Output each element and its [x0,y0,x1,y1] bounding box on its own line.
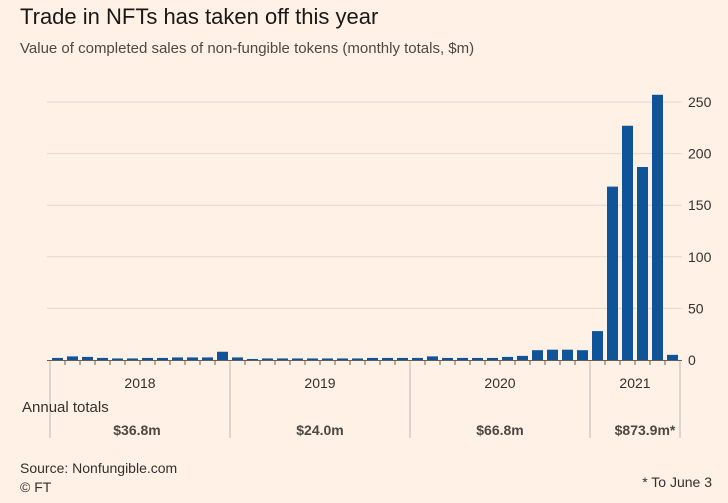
bar-20 [352,358,363,360]
bar-6 [142,357,153,360]
bar-1 [67,356,78,360]
y-tick-label-0: 0 [688,352,696,368]
bar-38 [622,125,633,361]
bar-15 [277,358,288,360]
chart-title: Trade in NFTs has taken off this year [20,4,379,29]
bar-2 [82,356,93,360]
bar-39 [637,167,648,360]
bar-23 [397,357,408,360]
y-tick-label-50: 50 [688,300,704,316]
bar-10 [202,357,213,360]
bar-28 [472,357,483,360]
bar-34 [562,349,573,360]
bar-37 [607,186,618,360]
year-label-2021: 2021 [619,375,650,391]
bar-25 [427,356,438,360]
bar-36 [592,331,603,360]
ft-credit: © FT [20,479,52,495]
bar-27 [457,357,468,360]
bar-31 [517,355,528,360]
bar-0 [52,357,63,360]
bar-18 [322,358,333,360]
bar-30 [502,356,513,360]
year-label-2018: 2018 [124,375,155,391]
bar-19 [337,358,348,360]
year-label-2020: 2020 [484,375,515,391]
bar-24 [412,357,423,360]
source-note: Source: Nonfungible.com [20,460,178,476]
bar-11 [217,351,228,360]
bar-14 [262,358,273,360]
chart-subtitle: Value of completed sales of non-fungible… [20,40,475,57]
bar-4 [112,358,123,360]
y-tick-label-250: 250 [688,94,712,110]
bar-40 [652,94,663,360]
bar-12 [232,357,243,360]
bar-3 [97,357,108,360]
annual-totals-label: Annual totals [22,399,109,416]
bar-41 [667,354,678,360]
y-tick-label-200: 200 [688,146,712,162]
bar-8 [172,357,183,360]
year-label-2019: 2019 [304,375,335,391]
annual-total-2021: $873.9m* [614,422,676,438]
bar-32 [532,350,543,360]
bar-16 [292,358,303,360]
bar-7 [157,357,168,360]
bar-29 [487,357,498,360]
footnote: * To June 3 [642,474,712,490]
bar-17 [307,358,318,360]
bar-26 [442,357,453,360]
y-tick-label-150: 150 [688,197,712,213]
bar-21 [367,357,378,360]
y-tick-label-100: 100 [688,249,712,265]
annual-total-2019: $24.0m [296,422,344,438]
annual-total-2020: $66.8m [476,422,524,438]
bar-33 [547,349,558,360]
bar-9 [187,357,198,360]
bar-13 [247,358,258,360]
annual-total-2018: $36.8m [113,422,161,438]
bar-22 [382,357,393,360]
bar-5 [127,358,138,360]
bar-35 [577,350,588,360]
